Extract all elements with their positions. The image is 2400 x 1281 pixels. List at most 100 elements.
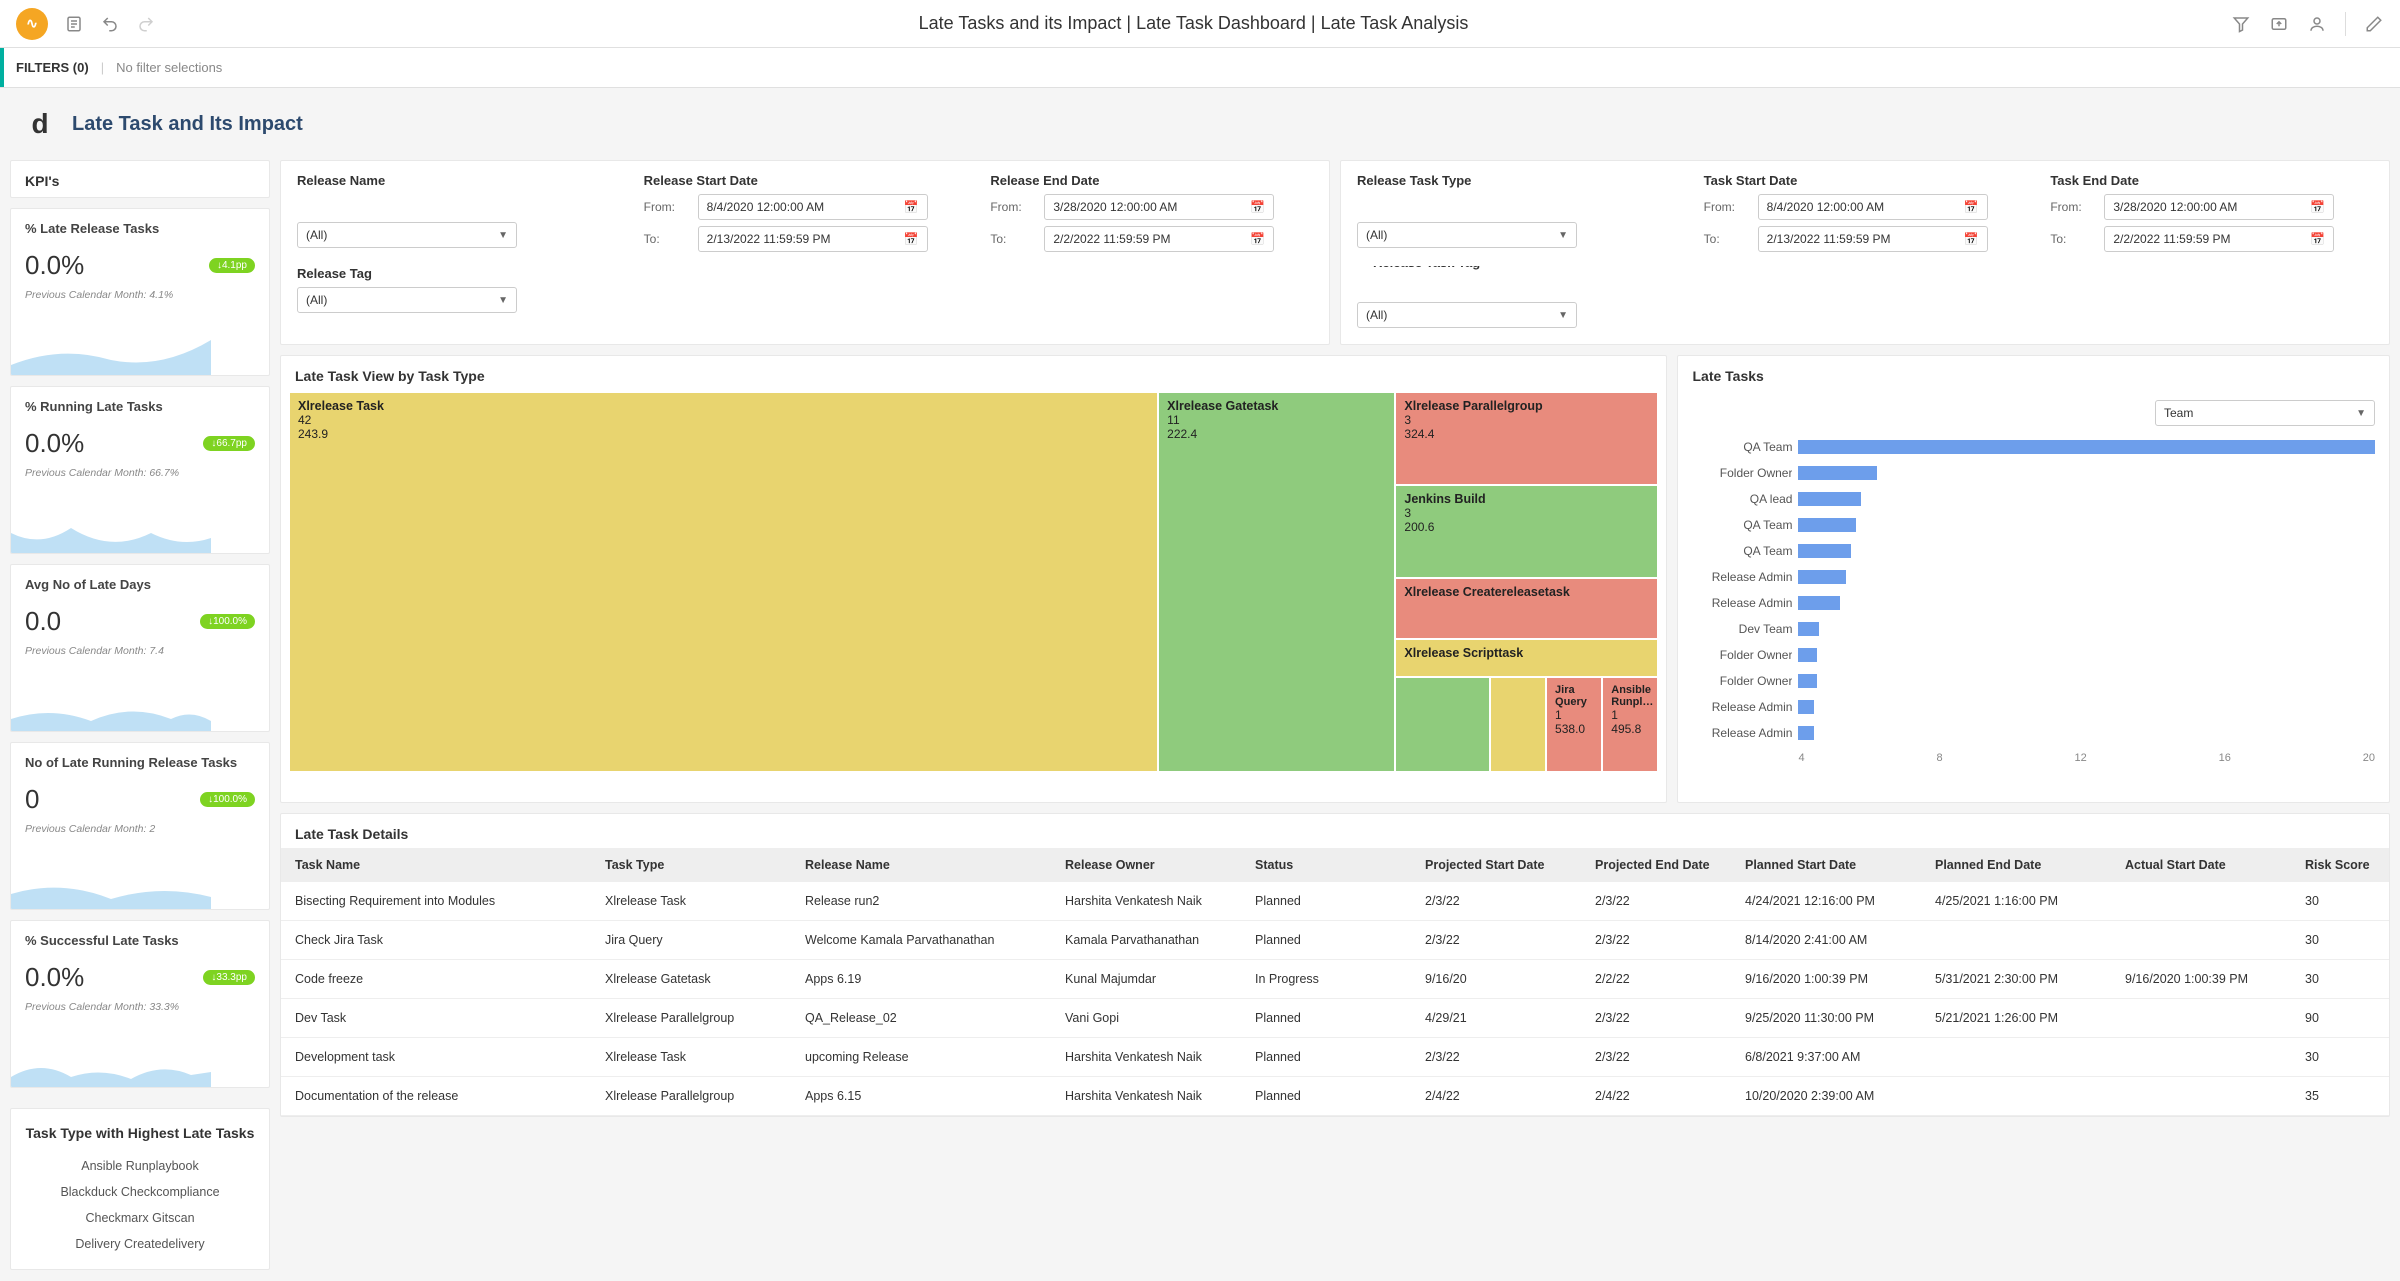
bar-row[interactable]: Folder Owner [1692, 642, 2375, 668]
treemap-cell[interactable]: Xlrelease Parallelgroup 3 324.4 [1395, 392, 1658, 485]
bar-row[interactable]: QA Team [1692, 434, 2375, 460]
filter-icon[interactable] [2231, 14, 2251, 34]
table-cell: 4/25/2021 1:16:00 PM [1935, 894, 2115, 908]
table-col-header[interactable]: Task Name [295, 858, 595, 872]
highlist-item[interactable]: Ansible Runplaybook [11, 1153, 269, 1179]
bar-row[interactable]: Folder Owner [1692, 668, 2375, 694]
table-col-header[interactable]: Release Owner [1065, 858, 1245, 872]
kpi-card[interactable]: % Successful Late Tasks0.0%↓33.3ppPrevio… [10, 920, 270, 1088]
table-col-header[interactable]: Release Name [805, 858, 1055, 872]
task-start-from[interactable]: 8/4/2020 12:00:00 AM📅 [1758, 194, 1988, 220]
bar-label: QA Team [1692, 518, 1792, 532]
table-col-header[interactable]: Projected Start Date [1425, 858, 1585, 872]
barchart-selector[interactable]: Team▼ [2155, 400, 2375, 426]
table-cell: 5/31/2021 2:30:00 PM [1935, 972, 2115, 986]
bar-fill [1798, 440, 2375, 454]
kpi-card[interactable]: No of Late Running Release Tasks0↓100.0%… [10, 742, 270, 910]
kpi-card[interactable]: % Running Late Tasks0.0%↓66.7ppPrevious … [10, 386, 270, 554]
table-row[interactable]: Documentation of the releaseXlrelease Pa… [281, 1077, 2389, 1116]
task-filters-panel: Release Task Type (All)▼ Task Start Date… [1340, 160, 2390, 345]
table-cell: Apps 6.15 [805, 1089, 1055, 1103]
table-cell: 2/3/22 [1425, 933, 1585, 947]
release-name-select[interactable]: (All)▼ [297, 222, 517, 248]
release-end-to[interactable]: 2/2/2022 11:59:59 PM📅 [1044, 226, 1274, 252]
filter-count[interactable]: FILTERS (0) [16, 60, 89, 75]
table-col-header[interactable]: Projected End Date [1595, 858, 1735, 872]
treemap-cell[interactable]: Ansible Runpl… 1 495.8 [1602, 677, 1658, 772]
table-row[interactable]: Check Jira TaskJira QueryWelcome Kamala … [281, 921, 2389, 960]
bar-row[interactable]: Dev Team [1692, 616, 2375, 642]
bar-row[interactable]: QA lead [1692, 486, 2375, 512]
axis-tick: 8 [1936, 752, 1942, 764]
undo-icon[interactable] [100, 14, 120, 34]
task-type-select[interactable]: (All)▼ [1357, 222, 1577, 248]
highlist-item[interactable]: Delivery Createdelivery [11, 1231, 269, 1257]
treemap-cell[interactable] [1490, 677, 1546, 772]
table-cell: Xlrelease Gatetask [605, 972, 795, 986]
kpi-header: KPI's [11, 161, 269, 197]
share-icon[interactable] [2269, 14, 2289, 34]
from-label: From: [2050, 200, 2094, 214]
kpi-card[interactable]: Avg No of Late Days0.0↓100.0%Previous Ca… [10, 564, 270, 732]
table-col-header[interactable]: Risk Score [2305, 858, 2375, 872]
highlist-item[interactable]: Checkmarx Gitscan [11, 1205, 269, 1231]
kpi-badge: ↓66.7pp [203, 436, 255, 451]
treemap-cell[interactable]: Xlrelease Gatetask 11 222.4 [1158, 392, 1395, 772]
bar-row[interactable]: Folder Owner [1692, 460, 2375, 486]
table-col-header[interactable]: Actual Start Date [2125, 858, 2295, 872]
table-cell: Harshita Venkatesh Naik [1065, 894, 1245, 908]
kpi-value: 0.0% [25, 250, 84, 281]
mid-row: Late Task View by Task Type Xlrelease Ta… [280, 355, 2390, 803]
table-row[interactable]: Development taskXlrelease Taskupcoming R… [281, 1038, 2389, 1077]
table-col-header[interactable]: Task Type [605, 858, 795, 872]
table-col-header[interactable]: Planned End Date [1935, 858, 2115, 872]
task-tag-select[interactable]: (All)▼ [1357, 302, 1577, 328]
release-tag-select[interactable]: (All)▼ [297, 287, 517, 313]
table-row[interactable]: Code freezeXlrelease GatetaskApps 6.19Ku… [281, 960, 2389, 999]
bar-row[interactable]: QA Team [1692, 538, 2375, 564]
user-icon[interactable] [2307, 14, 2327, 34]
task-start-to[interactable]: 2/13/2022 11:59:59 PM📅 [1758, 226, 1988, 252]
bar-row[interactable]: Release Admin [1692, 694, 2375, 720]
notes-icon[interactable] [64, 14, 84, 34]
kpi-prev: Previous Calendar Month: 66.7% [25, 467, 255, 479]
bar-label: Release Admin [1692, 700, 1792, 714]
from-label: From: [644, 200, 688, 214]
redo-icon[interactable] [136, 14, 156, 34]
bar-row[interactable]: Release Admin [1692, 590, 2375, 616]
filter-bar: FILTERS (0) | No filter selections [0, 48, 2400, 88]
table-col-header[interactable]: Planned Start Date [1745, 858, 1925, 872]
edit-icon[interactable] [2364, 14, 2384, 34]
bar-row[interactable]: Release Admin [1692, 720, 2375, 746]
treemap-cell[interactable]: Xlrelease Scripttask [1395, 639, 1658, 677]
barchart-title: Late Tasks [1678, 356, 2389, 392]
table-row[interactable]: Bisecting Requirement into ModulesXlrele… [281, 882, 2389, 921]
table-row[interactable]: Dev TaskXlrelease ParallelgroupQA_Releas… [281, 999, 2389, 1038]
release-start-field: Release Start Date From:8/4/2020 12:00:0… [644, 173, 967, 252]
treemap-cell[interactable]: Jira Query 1 538.0 [1546, 677, 1602, 772]
kpi-badge: ↓33.3pp [203, 970, 255, 985]
treemap-cell[interactable]: Xlrelease Task 42 243.9 [289, 392, 1158, 772]
table-cell: Vani Gopi [1065, 1011, 1245, 1025]
kpi-badge: ↓4.1pp [209, 258, 255, 273]
treemap-cell[interactable]: Xlrelease Createreleasetask [1395, 578, 1658, 639]
treemap[interactable]: Xlrelease Task 42 243.9 Xlrelease Gateta… [289, 392, 1658, 772]
bar-row[interactable]: Release Admin [1692, 564, 2375, 590]
release-start-to[interactable]: 2/13/2022 11:59:59 PM📅 [698, 226, 928, 252]
treemap-cell[interactable] [1395, 677, 1489, 772]
logo-icon[interactable]: ∿ [16, 8, 48, 40]
kpi-value: 0 [25, 784, 39, 815]
highlist-item[interactable]: Blackduck Checkcompliance [11, 1179, 269, 1205]
table-cell: 35 [2305, 1089, 2375, 1103]
release-end-from[interactable]: 3/28/2020 12:00:00 AM📅 [1044, 194, 1274, 220]
task-end-to[interactable]: 2/2/2022 11:59:59 PM📅 [2104, 226, 2334, 252]
treemap-cell[interactable]: Jenkins Build 3 200.6 [1395, 485, 1658, 578]
bar-row[interactable]: QA Team [1692, 512, 2375, 538]
release-start-from[interactable]: 8/4/2020 12:00:00 AM📅 [698, 194, 928, 220]
table-cell [2125, 1011, 2295, 1025]
bar-fill [1798, 492, 1861, 506]
release-end-label: Release End Date [990, 173, 1313, 188]
kpi-card[interactable]: % Late Release Tasks0.0%↓4.1ppPrevious C… [10, 208, 270, 376]
task-end-from[interactable]: 3/28/2020 12:00:00 AM📅 [2104, 194, 2334, 220]
table-col-header[interactable]: Status [1255, 858, 1415, 872]
